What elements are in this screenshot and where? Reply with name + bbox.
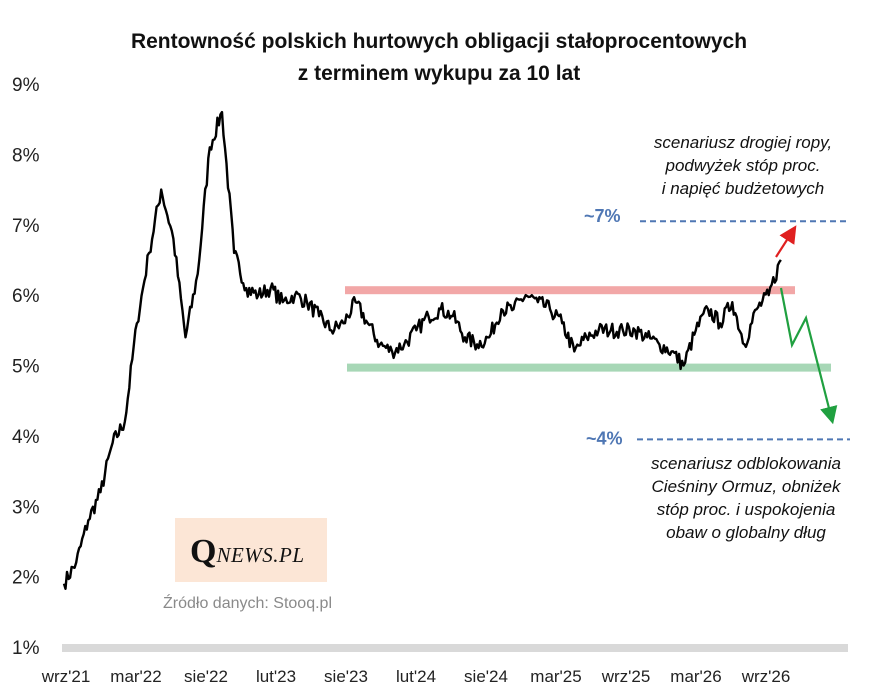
x-axis-bar xyxy=(62,644,848,652)
scenario-up-text: scenariusz drogiej ropy, podwyżek stóp p… xyxy=(628,131,858,200)
scenario-up-arrow xyxy=(775,225,797,258)
x-tick-label: sie'22 xyxy=(184,667,228,686)
y-tick-label: 7% xyxy=(12,216,40,237)
scenario-down-line-2: Cieśniny Ormuz, obniżek xyxy=(651,477,841,496)
scenario-up-line-3: i napięć budżetowych xyxy=(661,179,825,198)
scenario-up-line-1: scenariusz drogiej ropy, xyxy=(653,133,833,152)
data-source-note: Źródło danych: Stooq.pl xyxy=(163,595,332,612)
x-axis: wrz'21 mar'22 sie'22 lut'23 sie'23 lut'24 sie'… xyxy=(41,667,791,686)
y-tick-label: 3% xyxy=(12,497,40,518)
x-tick-label: sie'24 xyxy=(464,667,508,686)
y-tick-label: 9% xyxy=(12,75,40,96)
y-tick-label: 6% xyxy=(12,286,40,307)
y-tick-label: 1% xyxy=(12,638,40,659)
x-tick-label: mar'25 xyxy=(530,667,581,686)
x-tick-label: lut'24 xyxy=(396,667,436,686)
resistance-band xyxy=(345,286,795,295)
level-label-7: ~7% xyxy=(584,206,621,226)
y-tick-label: 2% xyxy=(12,568,40,589)
scenario-down-line-1: scenariusz odblokowania xyxy=(651,454,841,473)
level-label-4: ~4% xyxy=(586,428,623,448)
scenario-down-line-4: obaw o globalny dług xyxy=(666,523,826,542)
qnews-logo: QNEWS.PL xyxy=(190,533,305,571)
chart-title-line-2: z terminem wykupu za 10 lat xyxy=(297,62,581,85)
logo-name: NEWS.PL xyxy=(216,543,305,567)
y-tick-label: 4% xyxy=(12,427,40,448)
scenario-down-text: scenariusz odblokowania Cieśniny Ormuz, … xyxy=(624,452,868,544)
x-tick-label: wrz'26 xyxy=(741,667,791,686)
scenario-up-line-2: podwyżek stóp proc. xyxy=(665,156,821,175)
scenario-arrows xyxy=(775,225,838,425)
y-tick-label: 8% xyxy=(12,145,40,166)
x-tick-label: wrz'21 xyxy=(41,667,91,686)
chart-title-line-1: Rentowność polskich hurtowych obligacji … xyxy=(130,30,748,53)
y-tick-label: 5% xyxy=(12,357,40,378)
scenario-down-line-3: stóp proc. i uspokojenia xyxy=(656,500,836,519)
x-tick-label: lut'23 xyxy=(256,667,296,686)
logo-box xyxy=(175,518,327,582)
x-tick-label: wrz'25 xyxy=(601,667,651,686)
support-band xyxy=(347,363,831,372)
x-tick-label: sie'23 xyxy=(324,667,368,686)
x-tick-label: mar'26 xyxy=(670,667,721,686)
y-axis: 1% 2% 3% 4% 5% 6% 7% 8% 9% xyxy=(12,75,40,659)
chart-title: Rentowność polskich hurtowych obligacji … xyxy=(0,26,878,90)
logo-initial: Q xyxy=(190,533,217,570)
yield-series-line xyxy=(62,110,782,590)
range-bands xyxy=(345,286,831,372)
x-tick-label: mar'22 xyxy=(110,667,161,686)
level-lines: ~7% ~4% xyxy=(584,206,850,448)
scenario-down-arrow xyxy=(779,287,838,425)
